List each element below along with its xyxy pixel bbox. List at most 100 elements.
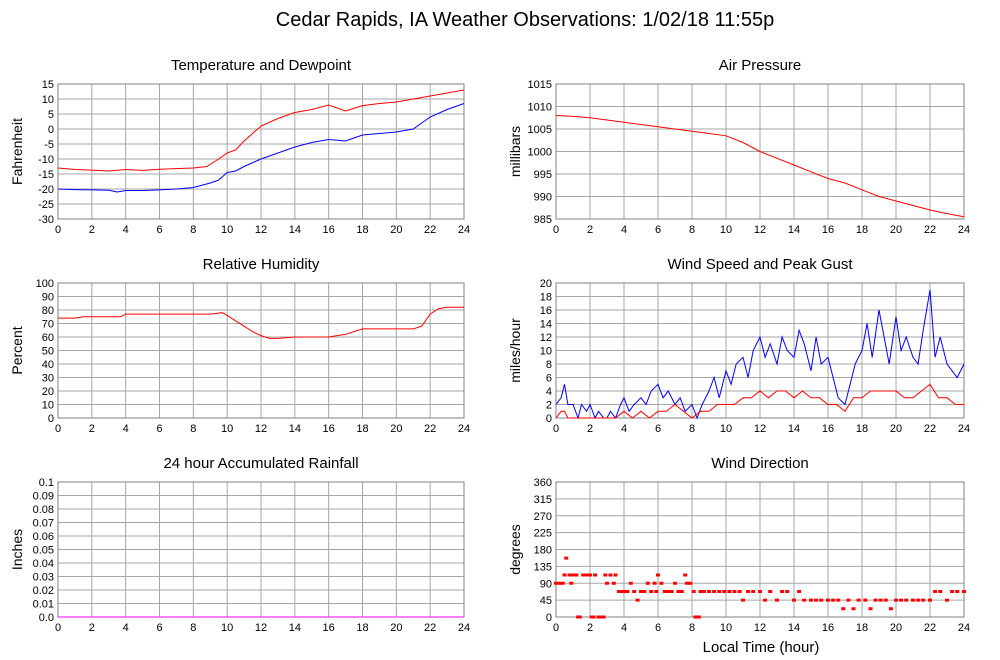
data-point <box>673 581 677 585</box>
y-tick-label: 10 <box>42 94 54 106</box>
data-point <box>598 615 603 619</box>
x-tick-label: 0 <box>55 423 61 435</box>
data-point <box>707 590 711 593</box>
data-point <box>768 590 773 593</box>
x-tick-label: 16 <box>323 622 335 634</box>
data-point <box>797 590 802 593</box>
chart-title: Relative Humidity <box>203 256 320 273</box>
data-point <box>649 590 654 593</box>
x-tick-label: 14 <box>788 423 800 435</box>
x-tick-label: 12 <box>255 622 267 634</box>
y-tick-label: 0.06 <box>33 531 54 543</box>
x-tick-label: 16 <box>822 224 834 236</box>
data-point <box>894 598 898 602</box>
data-point <box>888 607 893 611</box>
y-tick-label: 360 <box>534 477 552 489</box>
plot-frame <box>555 83 965 220</box>
x-tick-label: 10 <box>221 423 233 435</box>
chart-title: Air Pressure <box>719 57 802 74</box>
data-point <box>662 590 667 593</box>
y-tick-label: -25 <box>38 199 54 211</box>
x-tick-label: 22 <box>424 224 436 236</box>
data-point <box>591 615 596 619</box>
x-tick-label: 6 <box>156 224 162 236</box>
y-axis-label: degrees <box>507 524 523 575</box>
x-tick-label: 16 <box>323 224 335 236</box>
x-tick-label: 20 <box>390 622 402 634</box>
x-tick-label: 6 <box>156 423 162 435</box>
x-tick-label: 8 <box>190 622 196 634</box>
x-tick-label: 20 <box>390 224 402 236</box>
data-point <box>868 607 873 611</box>
y-axis-label: miles/hour <box>507 318 523 383</box>
data-point <box>569 581 574 585</box>
data-point <box>593 573 598 577</box>
x-tick-label: 18 <box>856 622 868 634</box>
data-point <box>645 581 650 585</box>
x-tick-label: 24 <box>458 622 470 634</box>
x-tick-label: 4 <box>123 224 129 236</box>
y-tick-label: 30 <box>42 373 54 385</box>
x-tick-label: 2 <box>587 224 593 236</box>
y-tick-label: 0.07 <box>33 518 54 530</box>
y-tick-label: 50 <box>42 346 54 358</box>
data-point <box>950 590 955 593</box>
y-tick-label: 0.04 <box>33 558 54 570</box>
y-tick-label: 16 <box>540 305 552 317</box>
data-point <box>701 590 706 593</box>
x-tick-label: 4 <box>123 622 129 634</box>
data-point <box>557 581 562 585</box>
y-tick-label: 0 <box>546 413 552 425</box>
y-axis-label: millibars <box>507 126 523 177</box>
data-point <box>758 590 762 593</box>
x-tick-label: 2 <box>89 224 95 236</box>
y-tick-label: -30 <box>38 214 54 226</box>
x-tick-label: 18 <box>356 224 368 236</box>
x-tick-label: 24 <box>958 423 970 435</box>
y-tick-label: 8 <box>546 359 552 371</box>
data-point <box>605 581 609 585</box>
y-tick-label: 15 <box>42 79 54 91</box>
x-tick-label: 24 <box>458 224 470 236</box>
x-tick-label: 8 <box>190 224 196 236</box>
data-point <box>928 598 932 602</box>
data-point <box>938 590 943 593</box>
y-axis-label: Inches <box>9 529 25 570</box>
data-point <box>737 590 742 593</box>
data-point <box>603 573 608 577</box>
x-tick-label: 12 <box>255 224 267 236</box>
data-point <box>577 615 582 619</box>
y-tick-label: 0.05 <box>33 545 54 557</box>
data-point <box>831 598 836 602</box>
data-point <box>601 615 606 619</box>
x-tick-label: 22 <box>924 622 936 634</box>
x-tick-label: 14 <box>289 622 301 634</box>
y-tick-label: 14 <box>540 319 552 331</box>
x-tick-label: 0 <box>553 224 559 236</box>
data-point <box>904 598 909 602</box>
data-point <box>632 590 637 593</box>
y-tick-label: 5 <box>48 109 54 121</box>
data-point <box>732 590 737 593</box>
data-point <box>622 590 626 593</box>
x-tick-label: 10 <box>221 622 233 634</box>
y-tick-label: 40 <box>42 359 54 371</box>
y-tick-label: 0.01 <box>33 599 54 611</box>
data-point <box>571 573 575 577</box>
data-point <box>683 573 688 577</box>
data-point <box>846 598 851 602</box>
x-tick-label: 20 <box>890 224 902 236</box>
x-tick-label: 18 <box>356 622 368 634</box>
series-line-0 <box>58 306 464 339</box>
x-tick-label: 10 <box>720 622 732 634</box>
plot-frame <box>555 481 965 618</box>
x-tick-label: 22 <box>924 423 936 435</box>
data-point <box>955 590 960 593</box>
plot-frame <box>555 282 965 419</box>
y-tick-label: 20 <box>42 386 54 398</box>
